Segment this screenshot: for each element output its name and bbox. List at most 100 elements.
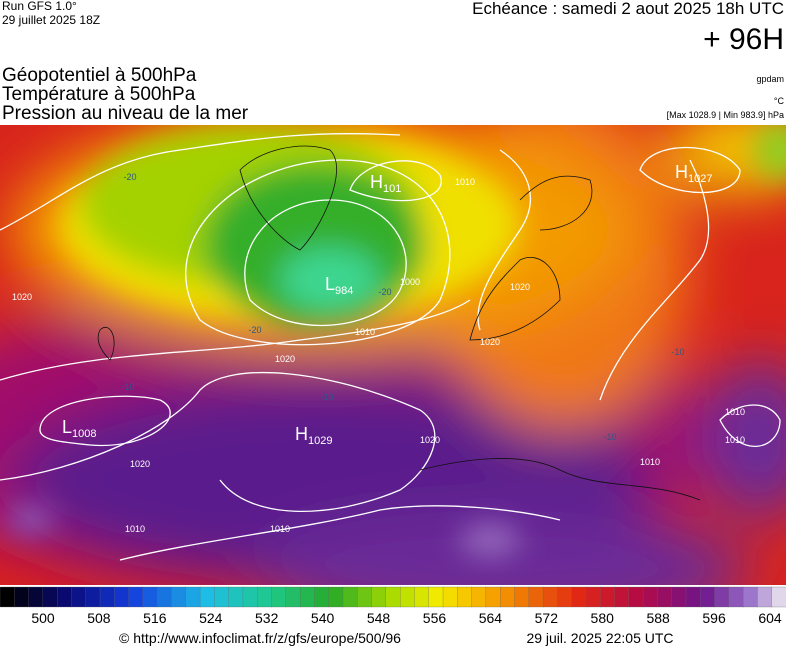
scale-swatch (71, 586, 87, 608)
scale-swatch (342, 586, 358, 608)
scale-swatch (314, 586, 330, 608)
isobar-label: 1020 (420, 435, 440, 445)
pressure-center: H1027 (675, 162, 712, 185)
scale-swatch (728, 586, 744, 608)
scale-swatch (642, 586, 659, 608)
isobar-label: 1020 (510, 282, 530, 292)
scale-swatch (457, 586, 473, 608)
scale-swatch (171, 586, 187, 608)
scale-swatch (514, 586, 530, 608)
pressure-value: 984 (335, 285, 353, 297)
scale-label: 596 (702, 610, 726, 626)
scale-swatch (128, 586, 144, 608)
temperature-label: -10 (671, 347, 684, 357)
scale-swatch (542, 586, 558, 608)
scale-swatch (157, 586, 173, 608)
isobar-label: 1020 (12, 292, 32, 302)
isobar-label: 1020 (480, 337, 500, 347)
scale-swatch (199, 586, 216, 608)
scale-swatch (500, 586, 516, 608)
scale-swatch (357, 586, 373, 608)
scale-swatch (185, 586, 201, 608)
run-date: 29 juillet 2025 18Z (2, 13, 100, 27)
scale-swatch (471, 586, 487, 608)
isobar-label: 1010 (725, 407, 745, 417)
pressure-center: H1029 (295, 424, 332, 447)
pressure-type: H (675, 162, 688, 182)
scale-swatch (0, 586, 15, 608)
isobar-label: 1010 (640, 457, 660, 467)
scale-swatch (657, 586, 673, 608)
isobar-label: 1010 (355, 327, 375, 337)
temperature-label: -20 (378, 287, 391, 297)
pressure-value: 1008 (72, 428, 96, 440)
unit: [Max 1028.9 | Min 983.9] hPa (667, 110, 784, 120)
isobar-label: 1020 (130, 459, 150, 469)
temperature-label: -20 (123, 172, 136, 182)
scale-swatch (285, 586, 301, 608)
scale-label: 508 (87, 610, 111, 626)
scale-label: 524 (199, 610, 223, 626)
scale-swatch (399, 586, 416, 608)
scale-swatch (271, 586, 287, 608)
scale-swatch (99, 586, 115, 608)
unit: gpdam (756, 74, 784, 84)
scale-swatch (585, 586, 601, 608)
isobar-label: 1010 (270, 524, 290, 534)
temperature-label: -20 (248, 325, 261, 335)
temperature-label: -10 (320, 392, 333, 402)
pressure-center: H101 (370, 172, 401, 195)
scale-swatch (700, 586, 716, 608)
field-title: Pression au niveau de la mer (2, 103, 249, 124)
isobar-label: 1020 (275, 354, 295, 364)
generated-time: 29 juil. 2025 22:05 UTC (526, 630, 673, 646)
source: © http://www.infoclimat.fr/z/gfs/europe/… (119, 630, 401, 646)
scale-label: 564 (479, 610, 503, 626)
scale-swatch (671, 586, 687, 608)
pressure-type: L (325, 274, 335, 294)
unit: °C (774, 96, 785, 106)
scale-swatch (114, 586, 130, 608)
isobar-label: 1010 (725, 435, 745, 445)
scale-label: 580 (591, 610, 615, 626)
scale-swatch (714, 586, 730, 608)
pressure-type: H (295, 424, 308, 444)
pressure-value: 1029 (308, 435, 332, 447)
temperature-label: -10 (121, 382, 134, 392)
scale-label: 556 (423, 610, 447, 626)
scale-swatch (257, 586, 273, 608)
scale-label: 604 (758, 610, 782, 626)
scale-swatch (628, 586, 644, 608)
scale-label: 548 (367, 610, 391, 626)
scale-swatch (557, 586, 573, 608)
scale-label: 540 (311, 610, 335, 626)
scale-label: 532 (255, 610, 279, 626)
scale-label: 588 (646, 610, 670, 626)
scale-swatch (614, 586, 630, 608)
scale-swatch (685, 586, 701, 608)
scale-swatch (414, 586, 430, 608)
scale-swatch (28, 586, 44, 608)
run: Run GFS 1.0° (2, 0, 77, 13)
scale-swatch (57, 586, 73, 608)
scale-swatch (299, 586, 316, 608)
scale-swatch (485, 586, 501, 608)
scale-label: 516 (143, 610, 167, 626)
lead-time: + 96H (703, 23, 784, 56)
field-title: Géopotentiel à 500hPa (2, 65, 197, 86)
scale-swatch (242, 586, 258, 608)
pressure-type: H (370, 172, 383, 192)
scale-swatch (371, 586, 387, 608)
scale-swatch (771, 586, 786, 608)
scale-label: 572 (535, 610, 559, 626)
field-title: Température à 500hPa (2, 84, 196, 105)
temperature-label: -10 (603, 432, 616, 442)
scale-swatch (14, 586, 30, 608)
pressure-value: 101 (383, 183, 401, 195)
scale-swatch (328, 586, 344, 608)
scale-swatch (571, 586, 587, 608)
scale-swatch (528, 586, 544, 608)
scale-swatch (214, 586, 230, 608)
